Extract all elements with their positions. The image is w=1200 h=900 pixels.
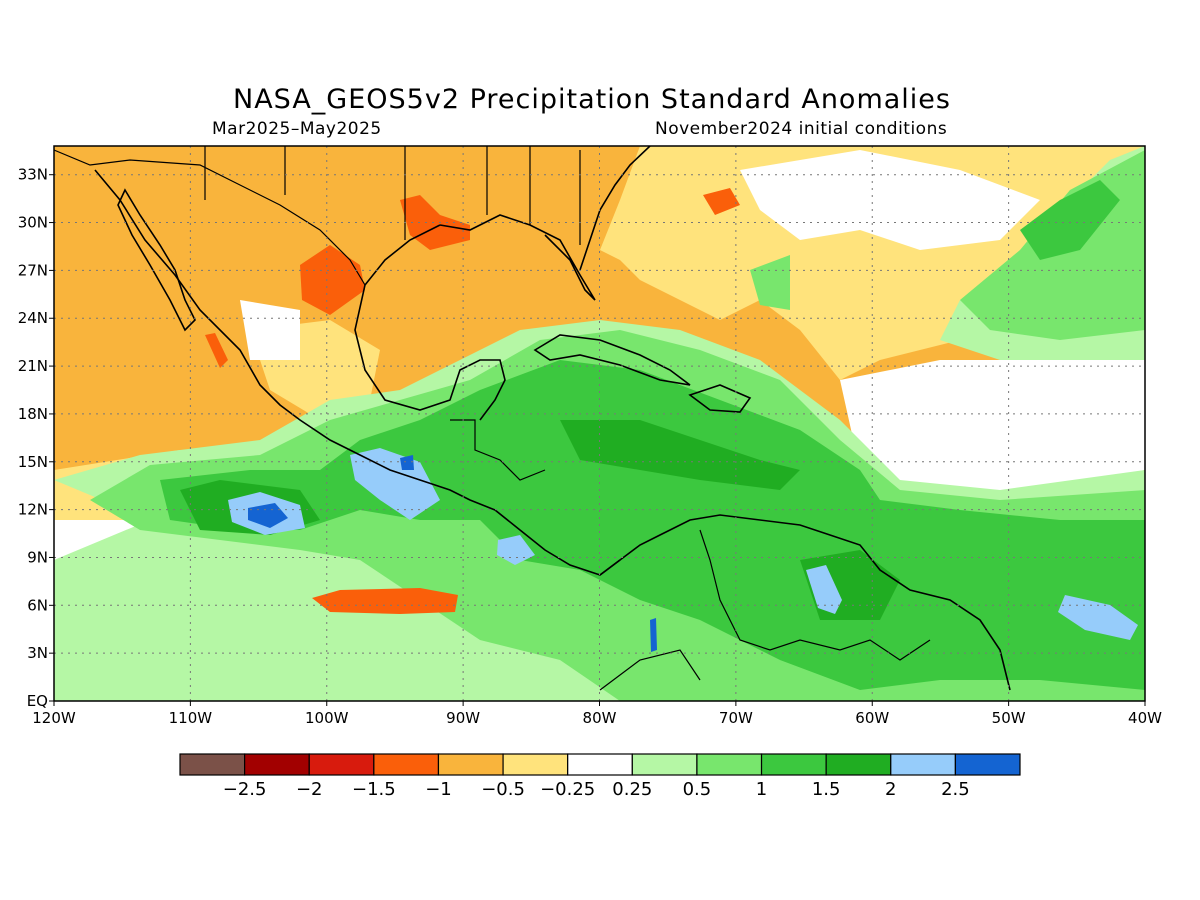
coastline-mexico-pacific xyxy=(94,169,621,576)
coastline-cuba xyxy=(533,334,691,386)
anomaly-region-orange xyxy=(300,245,365,315)
latitude-label: 24N xyxy=(18,309,48,327)
colorbar-label: 1 xyxy=(756,779,767,800)
initial-conditions: November2024 initial conditions xyxy=(655,119,948,139)
colorbar-label: 2.5 xyxy=(941,779,970,800)
longitude-labels: 120W 110W 100W 90W 80W 70W 60W 50W 40W xyxy=(32,709,1162,727)
latitude-labels: EQ 3N 6N 9N 12N 15N 18N 21N 24N 27N 30N 33N xyxy=(18,166,48,710)
border-us-states xyxy=(204,146,581,245)
latitude-label: 30N xyxy=(18,214,48,232)
longitude-label: 100W xyxy=(305,709,349,727)
anomaly-field xyxy=(54,146,1145,701)
latitude-label: 9N xyxy=(27,548,48,566)
longitude-label: 60W xyxy=(855,709,889,727)
longitude-label: 50W xyxy=(992,709,1026,727)
coastline-gulf-of-mexico xyxy=(354,214,596,421)
colorbar-swatch xyxy=(373,753,440,776)
anomaly-region-green xyxy=(750,255,790,310)
longitude-label: 90W xyxy=(446,709,480,727)
colorbar-swatch xyxy=(825,753,892,776)
anomaly-region-orange xyxy=(703,188,740,215)
colorbar-swatch xyxy=(696,753,763,776)
longitude-label: 110W xyxy=(169,709,213,727)
anomaly-region-darkest-green xyxy=(560,420,800,490)
colorbar-label: 0.25 xyxy=(612,779,652,800)
anomaly-region-neutral xyxy=(240,300,300,360)
colorbar-label: −0.25 xyxy=(540,779,595,800)
longitude-label: 120W xyxy=(32,709,76,727)
political-borders xyxy=(54,146,931,691)
axis-ticks xyxy=(49,174,1146,706)
colorbar-label: −1.5 xyxy=(352,779,396,800)
colorbar-label: −0.5 xyxy=(481,779,525,800)
anomaly-region-orange xyxy=(312,588,458,614)
anomaly-region-orange xyxy=(205,333,228,368)
anomaly-region-dark-green xyxy=(1020,180,1120,260)
colorbar-swatch xyxy=(890,753,956,776)
longitude-label: 80W xyxy=(583,709,617,727)
latitude-label: 33N xyxy=(18,166,48,184)
latitude-label: 12N xyxy=(18,501,48,519)
colorbar-swatch xyxy=(631,753,698,776)
coastline-us-atlantic xyxy=(579,146,651,271)
anomaly-region-dark-green xyxy=(160,360,1145,690)
colorbar-swatch xyxy=(760,753,827,776)
coastline-baja-california xyxy=(117,188,196,332)
anomaly-region-light-blue xyxy=(1058,595,1138,640)
colorbar-swatch xyxy=(567,753,633,776)
map-title: NASA_GEOS5v2 Precipitation Standard Anom… xyxy=(233,84,951,115)
longitude-label: 70W xyxy=(719,709,753,727)
colorbar-label: −1 xyxy=(425,779,452,800)
colorbar-label: 2 xyxy=(885,779,896,800)
anomaly-region-light-blue xyxy=(350,448,440,520)
latitude-label: 6N xyxy=(27,596,48,614)
colorbar-labels: −2.5 −2 −1.5 −1 −0.5 −0.25 0.25 0.5 1 1.5 2 2.5 xyxy=(223,779,970,800)
longitude-label: 40W xyxy=(1128,709,1162,727)
border-us-mexico xyxy=(54,149,366,286)
latitude-label: 3N xyxy=(27,644,48,662)
border-south-america xyxy=(599,529,931,691)
colorbar-swatch xyxy=(308,753,375,776)
colorbar-label: 1.5 xyxy=(812,779,841,800)
anomaly-region-light-blue xyxy=(806,565,842,614)
colorbar-swatch xyxy=(244,753,310,776)
border-central-america xyxy=(450,419,546,481)
anomaly-region-dark-blue xyxy=(400,455,414,470)
latitude-label: 21N xyxy=(18,357,48,375)
anomaly-region-neutral xyxy=(840,340,1145,500)
graticule xyxy=(54,146,1145,701)
coastline-south-america xyxy=(599,514,1011,691)
colorbar-swatch xyxy=(502,753,569,776)
latitude-label: 18N xyxy=(18,405,48,423)
coastline-hispaniola xyxy=(688,384,752,413)
colorbar-label: −2 xyxy=(296,779,323,800)
latitude-label: EQ xyxy=(27,692,48,710)
colorbar-label: −2.5 xyxy=(223,779,267,800)
anomaly-region-light-blue xyxy=(497,535,535,565)
forecast-period: Mar2025–May2025 xyxy=(212,119,382,139)
coastlines xyxy=(94,146,1011,691)
colorbar xyxy=(179,753,1021,776)
latitude-label: 27N xyxy=(18,261,48,279)
latitude-label: 15N xyxy=(18,453,48,471)
colorbar-swatch xyxy=(437,753,504,776)
colorbar-swatch xyxy=(954,753,1021,776)
anomaly-region-dark-blue xyxy=(650,618,657,652)
colorbar-label: 0.5 xyxy=(683,779,712,800)
colorbar-swatch xyxy=(179,753,246,776)
